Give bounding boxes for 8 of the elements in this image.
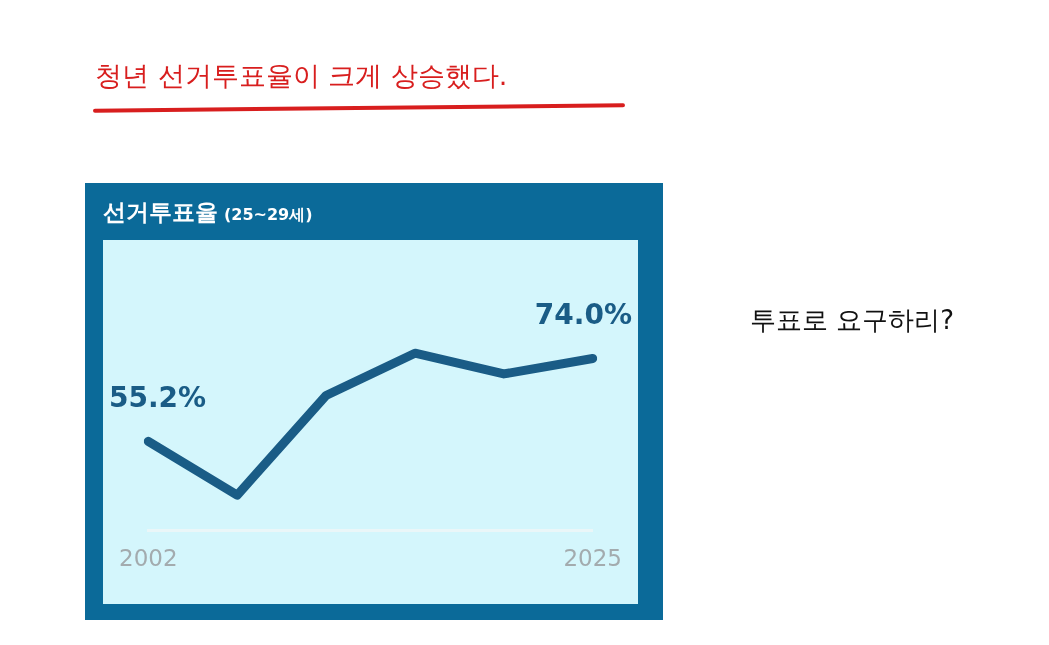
x-tick-label: 2002 bbox=[118, 545, 178, 572]
data-label: 55.2% bbox=[109, 380, 207, 414]
chart-subtitle: (25~29세) bbox=[224, 205, 313, 224]
x-tick-label: 2025 bbox=[563, 545, 623, 572]
text: 청년 선거투표율이 크게 상승했다. bbox=[95, 59, 508, 93]
data-label: 74.0% bbox=[534, 297, 632, 331]
chart-title: 선거투표율 bbox=[103, 199, 218, 225]
text: 투표로 요구하리? bbox=[750, 304, 955, 337]
